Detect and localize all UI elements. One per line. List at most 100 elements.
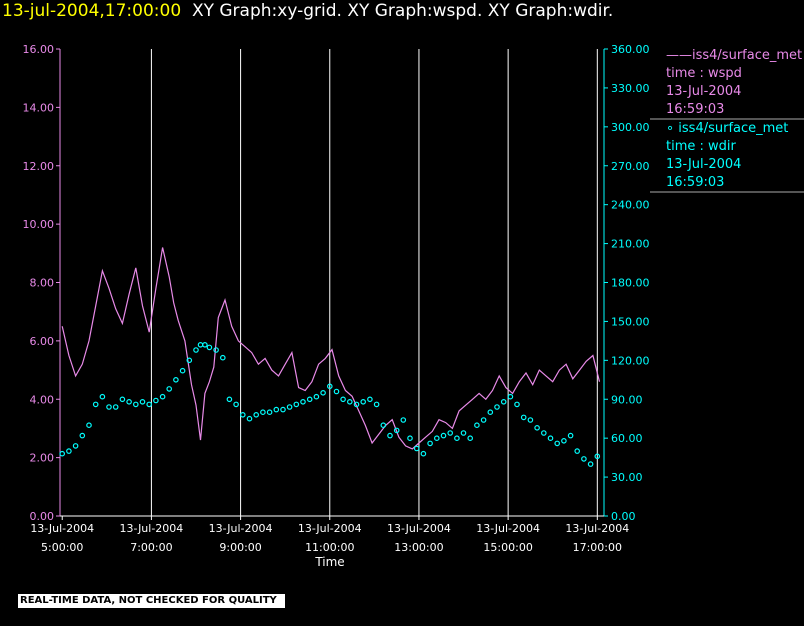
x-tick-label-date: 13-Jul-2004 [298,522,362,535]
data-point-wdir [387,432,393,439]
y-left-tick-label: 6.00 [30,335,55,348]
data-point-wdir [474,422,480,429]
data-point-wdir [313,393,320,400]
legend-wspd-date: 13-Jul-2004 [666,84,742,99]
y-left-tick-label: 14.00 [23,101,55,114]
data-point-wdir [253,411,260,418]
data-point-wdir [480,417,487,423]
legend-wspd-source: ——iss4/surface_met [666,48,803,63]
y-left-tick-label: 10.00 [23,218,55,231]
data-point-wdir [92,401,99,408]
data-point-wdir [367,396,373,403]
data-point-wdir [306,396,313,403]
y-left-tick-label: 16.00 [23,43,55,56]
data-point-wdir [447,430,454,436]
data-point-wdir [226,396,233,403]
data-point-wdir [326,383,333,390]
data-point-wdir [574,448,581,454]
y-right-tick-label: 60.00 [611,432,643,445]
x-tick-label-date: 13-Jul-2004 [476,522,540,535]
data-point-wdir [112,404,119,410]
data-point-wdir [240,411,246,418]
x-tick-label-date: 13-Jul-2004 [387,522,451,535]
data-point-wdir [220,354,226,361]
x-tick-label-date: 13-Jul-2004 [119,522,183,535]
data-point-wdir [186,357,193,364]
data-point-wdir [173,376,179,383]
legend-wdir-variable: time : wdir [666,139,736,154]
x-axis-label: Time [314,555,344,569]
data-point-wdir [293,401,300,408]
data-point-wdir [460,430,467,436]
data-point-wdir [59,450,66,457]
data-point-wdir [179,367,186,374]
data-point-wdir [540,430,547,436]
data-point-wdir [494,404,500,410]
data-point-wdir [594,453,601,460]
y-right-tick-label: 210.00 [611,238,650,251]
y-right-tick-label: 180.00 [611,277,650,290]
data-point-wdir [527,417,534,423]
data-point-wdir [139,398,146,405]
y-right-tick-label: 90.00 [611,393,643,406]
data-point-wdir [520,414,527,421]
data-point-wdir [320,389,326,396]
data-point-wdir [273,406,280,413]
data-point-wdir [233,401,239,408]
data-point-wdir [420,450,427,457]
legend-wdir-source: ∘ iss4/surface_met [666,121,789,136]
data-point-wdir [400,417,407,423]
data-point-wdir [197,341,204,348]
y-right-tick-label: 30.00 [611,471,643,484]
data-point-wdir [202,341,208,348]
data-point-wdir [280,406,286,413]
data-point-wdir [581,456,587,462]
y-left-tick-label: 2.00 [30,452,55,465]
data-point-wdir [393,427,400,434]
x-tick-label-time: 5:00:00 [41,541,83,554]
quality-disclaimer: REAL-TIME DATA, NOT CHECKED FOR QUALITY [18,594,285,608]
title-graph-names: XY Graph:xy-grid. XY Graph:wspd. XY Grap… [191,1,614,21]
y-right-tick-label: 120.00 [611,354,650,367]
data-point-wdir [206,344,213,351]
data-point-wdir [106,404,112,410]
data-point-wdir [407,435,413,442]
data-point-wdir [454,435,460,442]
y-right-tick-label: 0.00 [611,510,636,523]
data-point-wdir [340,396,346,403]
x-tick-label-time: 7:00:00 [130,541,172,554]
legend-wspd-variable: time : wspd [666,66,742,81]
legend-wspd-time: 16:59:03 [666,102,725,117]
y-right-tick-label: 330.00 [611,82,650,95]
title-timestamp: 13-jul-2004,17:00:00 [2,1,182,21]
data-point-wdir [554,440,561,447]
data-point-wdir [119,396,126,403]
y-left-tick-label: 8.00 [30,277,55,290]
data-point-wdir [380,422,387,429]
y-right-tick-label: 270.00 [611,160,650,173]
data-point-wdir [514,401,520,408]
data-point-wdir [159,393,166,400]
x-tick-label-time: 13:00:00 [394,541,443,554]
y-left-tick-label: 0.00 [30,510,55,523]
data-point-wdir [487,409,494,416]
data-point-wdir [266,409,273,416]
data-point-wdir [126,398,132,405]
data-point-wdir [500,398,507,405]
data-point-wdir [133,401,139,408]
x-tick-label-date: 13-Jul-2004 [565,522,629,535]
data-point-wdir [534,424,540,431]
y-left-tick-label: 4.00 [30,393,55,406]
data-point-wdir [440,432,447,439]
x-tick-label-date: 13-Jul-2004 [30,522,94,535]
data-point-wdir [166,386,173,392]
y-right-tick-label: 300.00 [611,121,650,134]
data-point-wdir [66,448,72,454]
data-point-wdir [346,398,353,405]
y-left-tick-label: 12.00 [23,160,55,173]
x-tick-label-time: 15:00:00 [483,541,532,554]
y-right-tick-label: 240.00 [611,199,650,212]
data-point-wdir [353,401,360,408]
x-tick-label-time: 11:00:00 [305,541,354,554]
data-point-wdir [567,432,574,439]
